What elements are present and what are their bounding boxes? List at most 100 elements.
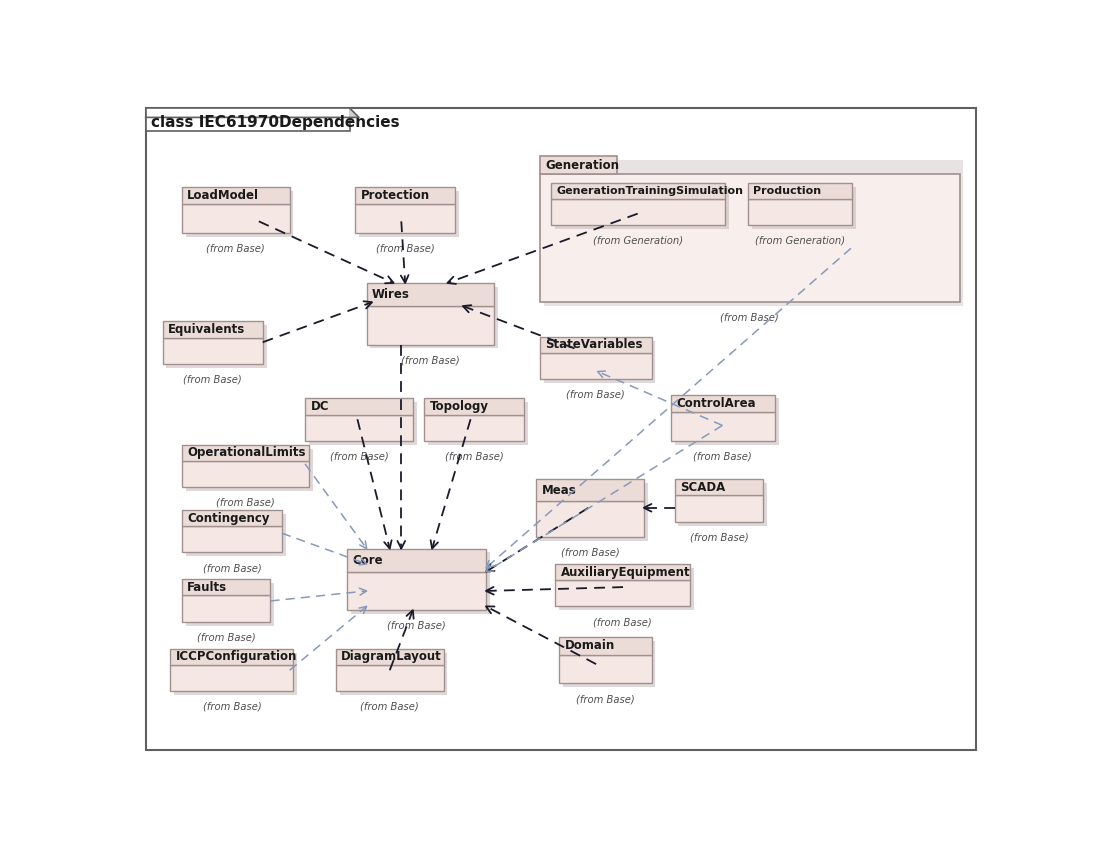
Bar	[559, 568, 694, 610]
Text: ControlArea: ControlArea	[676, 397, 756, 410]
Bar	[539, 337, 652, 353]
Bar	[348, 548, 486, 572]
Text: StateVariables: StateVariables	[545, 338, 643, 351]
Bar	[678, 483, 767, 525]
Text: (from Base): (from Base)	[567, 390, 625, 400]
Bar	[428, 402, 528, 445]
Bar	[351, 552, 490, 614]
Bar	[182, 445, 309, 461]
Bar	[556, 187, 729, 229]
Bar	[559, 654, 652, 683]
Text: SCADA: SCADA	[680, 481, 725, 494]
Text: (from Base): (from Base)	[720, 313, 779, 323]
Text: (from Base): (from Base)	[207, 244, 265, 253]
Bar	[675, 399, 779, 445]
Bar	[186, 190, 293, 237]
Polygon shape	[350, 108, 359, 117]
Text: Domain: Domain	[565, 639, 615, 653]
Text: GenerationTrainingSimulation: GenerationTrainingSimulation	[557, 186, 744, 196]
Bar	[163, 337, 263, 364]
Text: (from Base): (from Base)	[329, 451, 388, 462]
Bar	[539, 353, 652, 379]
Bar	[359, 190, 459, 237]
Bar	[536, 502, 644, 537]
Bar	[671, 394, 775, 412]
Text: DiagramLayout: DiagramLayout	[341, 650, 442, 663]
Bar	[559, 638, 652, 654]
Bar	[182, 187, 290, 204]
Bar	[544, 341, 655, 383]
Text: class IEC61970Dependencies: class IEC61970Dependencies	[151, 116, 399, 130]
Text: OperationalLimits: OperationalLimits	[187, 446, 305, 459]
Text: (from Base): (from Base)	[445, 451, 504, 462]
Text: Generation: Generation	[545, 159, 619, 172]
Bar	[182, 461, 309, 487]
Text: (from Base): (from Base)	[184, 375, 242, 384]
Bar	[339, 653, 447, 695]
Text: (from Base): (from Base)	[375, 244, 434, 253]
Bar	[536, 479, 644, 502]
Bar	[182, 204, 290, 233]
Text: (from Base): (from Base)	[197, 632, 256, 643]
Bar	[186, 449, 313, 490]
Bar	[748, 199, 852, 225]
Bar	[305, 399, 412, 415]
Text: Faults: Faults	[187, 581, 228, 594]
Bar	[556, 564, 690, 580]
Bar	[551, 199, 724, 225]
Text: ICCPConfiguration: ICCPConfiguration	[176, 650, 298, 663]
Bar	[146, 108, 350, 131]
Bar	[166, 326, 267, 368]
Text: (from Base): (from Base)	[202, 702, 261, 711]
Bar	[371, 286, 498, 348]
Bar	[171, 665, 293, 691]
Bar	[366, 283, 493, 306]
Bar	[186, 514, 286, 556]
Bar	[366, 306, 493, 344]
Text: (from Base): (from Base)	[360, 702, 419, 711]
Text: DC: DC	[311, 400, 329, 413]
Bar	[336, 665, 444, 691]
Bar	[556, 580, 690, 606]
Bar	[424, 399, 524, 415]
Text: Contingency: Contingency	[187, 512, 270, 524]
Bar	[309, 402, 417, 445]
Text: Topology: Topology	[430, 400, 489, 413]
Text: Protection: Protection	[361, 189, 430, 202]
Text: (from Base): (from Base)	[202, 564, 261, 573]
Text: Equivalents: Equivalents	[168, 323, 245, 336]
Bar	[539, 156, 617, 174]
Bar	[539, 174, 959, 303]
Text: (from Base): (from Base)	[216, 498, 275, 507]
Bar	[305, 415, 412, 441]
Bar	[675, 496, 764, 522]
Bar	[356, 187, 455, 204]
Bar	[748, 183, 852, 199]
Text: Wires: Wires	[372, 288, 410, 301]
Text: (from Base): (from Base)	[387, 621, 446, 631]
Bar	[163, 321, 263, 337]
Text: Core: Core	[352, 554, 383, 567]
Bar	[424, 415, 524, 441]
Bar	[348, 572, 486, 610]
Bar	[539, 483, 648, 541]
Bar	[182, 596, 270, 621]
Bar	[563, 641, 655, 687]
Bar	[182, 510, 282, 526]
Bar	[544, 160, 964, 306]
Text: (from Base): (from Base)	[560, 548, 619, 558]
Text: Production: Production	[753, 186, 822, 196]
Text: Meas: Meas	[542, 484, 577, 496]
Bar	[336, 649, 444, 665]
Bar	[551, 183, 724, 199]
Text: (from Generation): (from Generation)	[755, 236, 845, 246]
Text: (from Base): (from Base)	[593, 617, 652, 627]
Bar	[182, 526, 282, 552]
Text: (from Base): (from Base)	[575, 694, 635, 704]
Text: (from Base): (from Base)	[694, 451, 753, 462]
Text: LoadModel: LoadModel	[187, 189, 259, 202]
Bar	[174, 653, 298, 695]
Bar	[186, 583, 275, 626]
Text: (from Base): (from Base)	[400, 355, 459, 366]
Bar	[171, 649, 293, 665]
